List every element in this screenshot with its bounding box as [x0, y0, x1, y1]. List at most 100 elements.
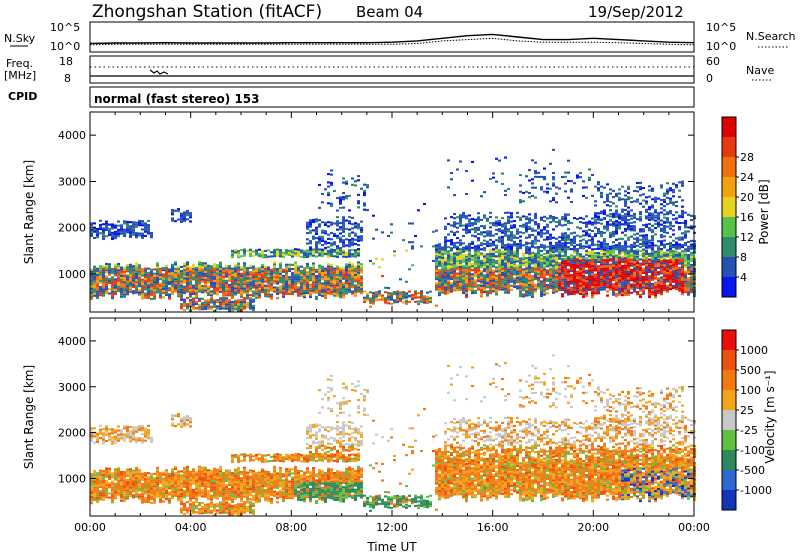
echo-cell: [501, 257, 504, 260]
echo-cell: [183, 281, 186, 284]
echo-cell: [432, 245, 435, 248]
echo-cell: [579, 261, 582, 264]
echo-cell: [279, 251, 282, 254]
echo-cell: [447, 285, 450, 288]
echo-cell: [90, 222, 93, 225]
echo-cell: [330, 276, 333, 279]
echo-cell: [684, 270, 687, 273]
echo-cell: [600, 243, 603, 246]
echo-cell: [309, 219, 312, 222]
echo-cell: [555, 225, 558, 228]
echo-cell: [372, 262, 375, 265]
echo-cell: [480, 293, 483, 296]
echo-cell: [690, 276, 693, 279]
echo-cell: [663, 256, 666, 259]
echo-cell: [507, 249, 510, 252]
echo-cell: [564, 278, 567, 281]
echo-cell: [591, 250, 594, 253]
echo-cell: [630, 260, 633, 263]
echo-cell: [534, 239, 537, 243]
echo-cell: [639, 266, 642, 269]
echo-cell: [627, 210, 630, 213]
echo-cell: [438, 283, 441, 286]
echo-cell: [183, 277, 186, 280]
echo-cell: [327, 255, 330, 258]
echo-cell: [207, 279, 210, 282]
echo-cell: [438, 255, 441, 258]
echo-cell: [387, 299, 390, 302]
echo-cell: [660, 272, 663, 275]
echo-cell: [339, 251, 342, 254]
echo-cell: [207, 291, 210, 294]
echo-cell: [318, 275, 321, 278]
echo-cell: [513, 224, 516, 227]
echo-cell: [147, 230, 150, 233]
echo-cell: [276, 272, 279, 275]
echo-cell: [522, 257, 525, 261]
echo-cell: [663, 268, 666, 271]
echo-cell: [333, 286, 336, 289]
echo-cell: [243, 291, 246, 294]
echo-cell: [618, 264, 621, 267]
echo-cell: [645, 208, 648, 211]
echo-cell: [555, 275, 558, 279]
echo-cell: [321, 267, 324, 270]
echo-cell: [201, 276, 204, 279]
echo-cell: [129, 235, 132, 238]
echo-cell: [540, 175, 543, 178]
echo-cell: [576, 276, 579, 280]
echo-cell: [324, 251, 327, 254]
echo-cell: [660, 259, 663, 262]
echo-cell: [306, 250, 309, 253]
echo-cell: [501, 172, 504, 175]
echo-cell: [570, 243, 573, 247]
echo-cell: [111, 282, 114, 285]
echo-cell: [138, 293, 141, 296]
echo-cell: [486, 263, 489, 266]
echo-cell: [690, 274, 693, 277]
echo-cell: [126, 274, 129, 277]
echo-cell: [690, 286, 693, 290]
echo-cell: [609, 280, 612, 283]
echo-cell: [318, 277, 321, 280]
echo-cell: [477, 244, 480, 247]
echo-cell: [210, 275, 213, 278]
echo-cell: [186, 275, 189, 279]
echo-cell: [612, 230, 615, 233]
echo-cell: [231, 254, 234, 257]
echo-cell: [264, 272, 267, 275]
echo-cell: [537, 246, 540, 249]
echo-cell: [543, 291, 546, 294]
echo-cell: [615, 209, 618, 212]
echo-cell: [336, 253, 339, 256]
echo-cell: [552, 285, 555, 288]
echo-cell: [288, 288, 291, 291]
echo-cell: [315, 251, 318, 254]
echo-cell: [240, 268, 243, 271]
echo-cell: [375, 299, 378, 302]
echo-cell: [333, 251, 336, 254]
echo-cell: [135, 232, 138, 235]
echo-cell: [261, 268, 264, 271]
echo-cell: [90, 270, 93, 273]
echo-cell: [366, 294, 369, 298]
echo-cell: [354, 292, 357, 295]
echo-cell: [246, 305, 249, 308]
echo-cell: [315, 297, 318, 300]
echo-cell: [621, 277, 624, 280]
echo-cell: [543, 276, 546, 280]
echo-cell: [570, 190, 573, 193]
echo-cell: [477, 263, 480, 266]
echo-cell: [666, 219, 669, 222]
echo-cell: [579, 274, 582, 277]
echo-cell: [639, 289, 642, 292]
echo-cell: [543, 262, 546, 265]
echo-cell: [288, 284, 291, 287]
echo-cell: [189, 303, 192, 306]
echo-cell: [681, 238, 684, 241]
echo-cell: [615, 274, 618, 277]
echo-cell: [570, 248, 573, 251]
echo-cell: [213, 299, 216, 302]
echo-cell: [438, 287, 441, 290]
echo-cell: [459, 241, 462, 244]
